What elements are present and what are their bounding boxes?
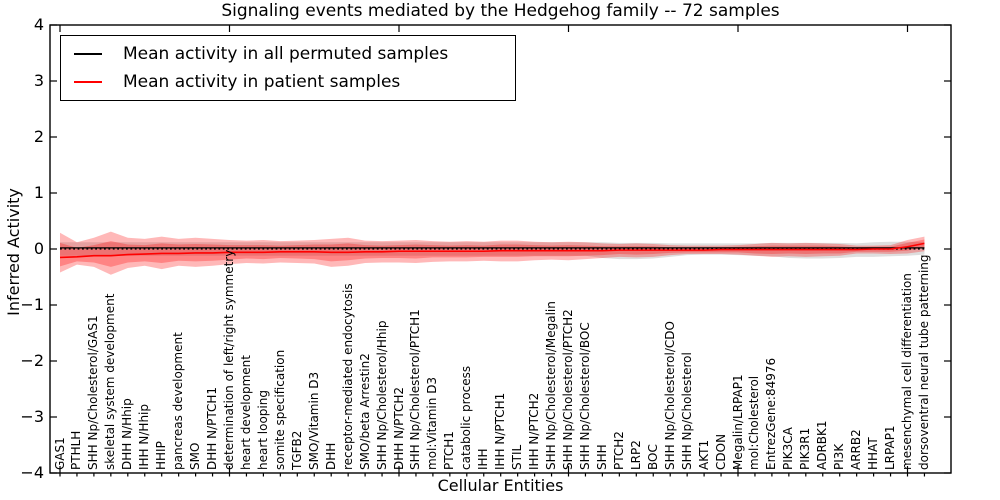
legend-item-patient: Mean activity in patient samples	[61, 68, 515, 96]
x-tick-label: SHH Np/Cholesterol/Hhip	[374, 320, 389, 470]
x-tick-label: IHH	[476, 448, 491, 470]
patient-samples-outer-range-band	[60, 231, 925, 275]
x-tick-label: SHH Np/Cholesterol	[679, 352, 694, 470]
x-tick-label: SHH	[594, 444, 609, 470]
x-tick-label: Megalin/LRPAP1	[730, 374, 745, 470]
y-tick-label: 2	[33, 127, 44, 146]
x-tick-label: PIK3CA	[781, 427, 796, 470]
x-tick-label: IHH N/Hhip	[137, 404, 152, 470]
y-tick-label: 4	[33, 15, 44, 34]
x-tick-label: TGFB2	[289, 430, 304, 470]
y-tick-label: −2	[20, 351, 44, 370]
x-tick-label: HHAT	[866, 437, 881, 470]
patient-line-swatch	[74, 81, 102, 83]
x-tick-label: AKT1	[696, 439, 711, 470]
x-tick-label: heart development	[238, 355, 253, 470]
x-tick-label: ADRBK1	[815, 420, 830, 470]
x-tick-label: SHH Np/Cholesterol/PTCH1	[408, 309, 423, 470]
x-tick-label: LRPAP1	[883, 425, 898, 470]
x-tick-label: DHH N/PTCH1	[205, 386, 220, 470]
legend: Mean activity in all permuted samples Me…	[60, 35, 516, 101]
x-tick-label: somite specification	[272, 349, 287, 470]
x-tick-label: BOC	[645, 444, 660, 470]
y-tick-label: −4	[20, 463, 44, 482]
x-tick-label: IHH N/PTCH1	[493, 392, 508, 470]
x-tick-label: PTCH2	[611, 431, 626, 470]
x-tick-label: PIK3R1	[798, 427, 813, 470]
x-tick-label: SHH Np/Cholesterol/CDO	[662, 321, 677, 470]
x-tick-label: heart looping	[255, 390, 270, 470]
x-tick-label: pancreas development	[171, 332, 186, 470]
permuted-line-swatch	[74, 53, 102, 55]
x-tick-label: DHH N/PTCH2	[391, 386, 406, 470]
x-tick-label: ARRB2	[849, 429, 864, 470]
y-tick-label: 0	[33, 239, 44, 258]
x-tick-label: skeletal system development	[103, 293, 118, 470]
patient-samples-inner-range-band	[60, 239, 925, 267]
x-tick-label: SMO	[188, 442, 203, 470]
x-tick-label: PTCH1	[442, 431, 457, 470]
x-tick-label: PTHLH	[69, 430, 84, 470]
x-tick-label: catabolic process	[459, 365, 474, 470]
x-tick-label: determination of left/right symmetry	[222, 249, 236, 470]
x-tick-label: mol:Vitamin D3	[425, 376, 440, 470]
legend-label-permuted: Mean activity in all permuted samples	[123, 44, 449, 64]
x-tick-label: PI3K	[832, 443, 847, 470]
chart-title: Signaling events mediated by the Hedgeho…	[221, 1, 780, 21]
y-tick-label: 1	[33, 183, 44, 202]
x-axis-title: Cellular Entities	[437, 476, 564, 495]
tick-marks	[50, 24, 951, 477]
x-tick-label: receptor-mediated endocytosis	[340, 283, 355, 470]
x-tick-label: STIL	[510, 444, 525, 470]
plot-series-group	[59, 231, 925, 275]
x-tick-label: HHIP	[154, 441, 169, 470]
y-tick-label: −1	[20, 295, 44, 314]
x-tick-label: SHH Np/Cholesterol/BOC	[577, 322, 592, 470]
x-tick-label: DHH	[323, 442, 338, 470]
x-tick-label: IHH N/PTCH2	[527, 392, 542, 470]
Mean-activity-in-patient-samples-line	[59, 242, 925, 259]
x-tick-label: DHH N/Hhip	[120, 398, 135, 470]
legend-item-permuted: Mean activity in all permuted samples	[61, 40, 515, 68]
y-tick-label: −3	[20, 407, 44, 426]
legend-label-patient: Mean activity in patient samples	[123, 72, 401, 92]
x-tick-label: SHH Np/Cholesterol/Megalin	[544, 301, 559, 470]
x-tick-label: LRP2	[628, 440, 643, 470]
x-tick-label: EntrezGene:84976	[764, 357, 779, 470]
x-tick-label: SHH Np/Cholesterol/PTCH2	[561, 309, 575, 470]
x-tick-label: SMO/beta Arrestin2	[357, 353, 372, 470]
x-tick-label: mesenchymal cell differentiation	[900, 273, 914, 470]
y-tick-label: 3	[33, 71, 44, 90]
x-tick-label: mol:Cholesterol	[747, 375, 762, 470]
x-tick-label: SMO/Vitamin D3	[306, 371, 321, 470]
x-tick-label: CDON	[713, 433, 728, 470]
x-tick-label: dorsoventral neural tube patterning	[916, 254, 931, 470]
x-tick-label: GAS1	[52, 437, 67, 470]
x-tick-label: SHH Np/Cholesterol/GAS1	[86, 315, 101, 470]
